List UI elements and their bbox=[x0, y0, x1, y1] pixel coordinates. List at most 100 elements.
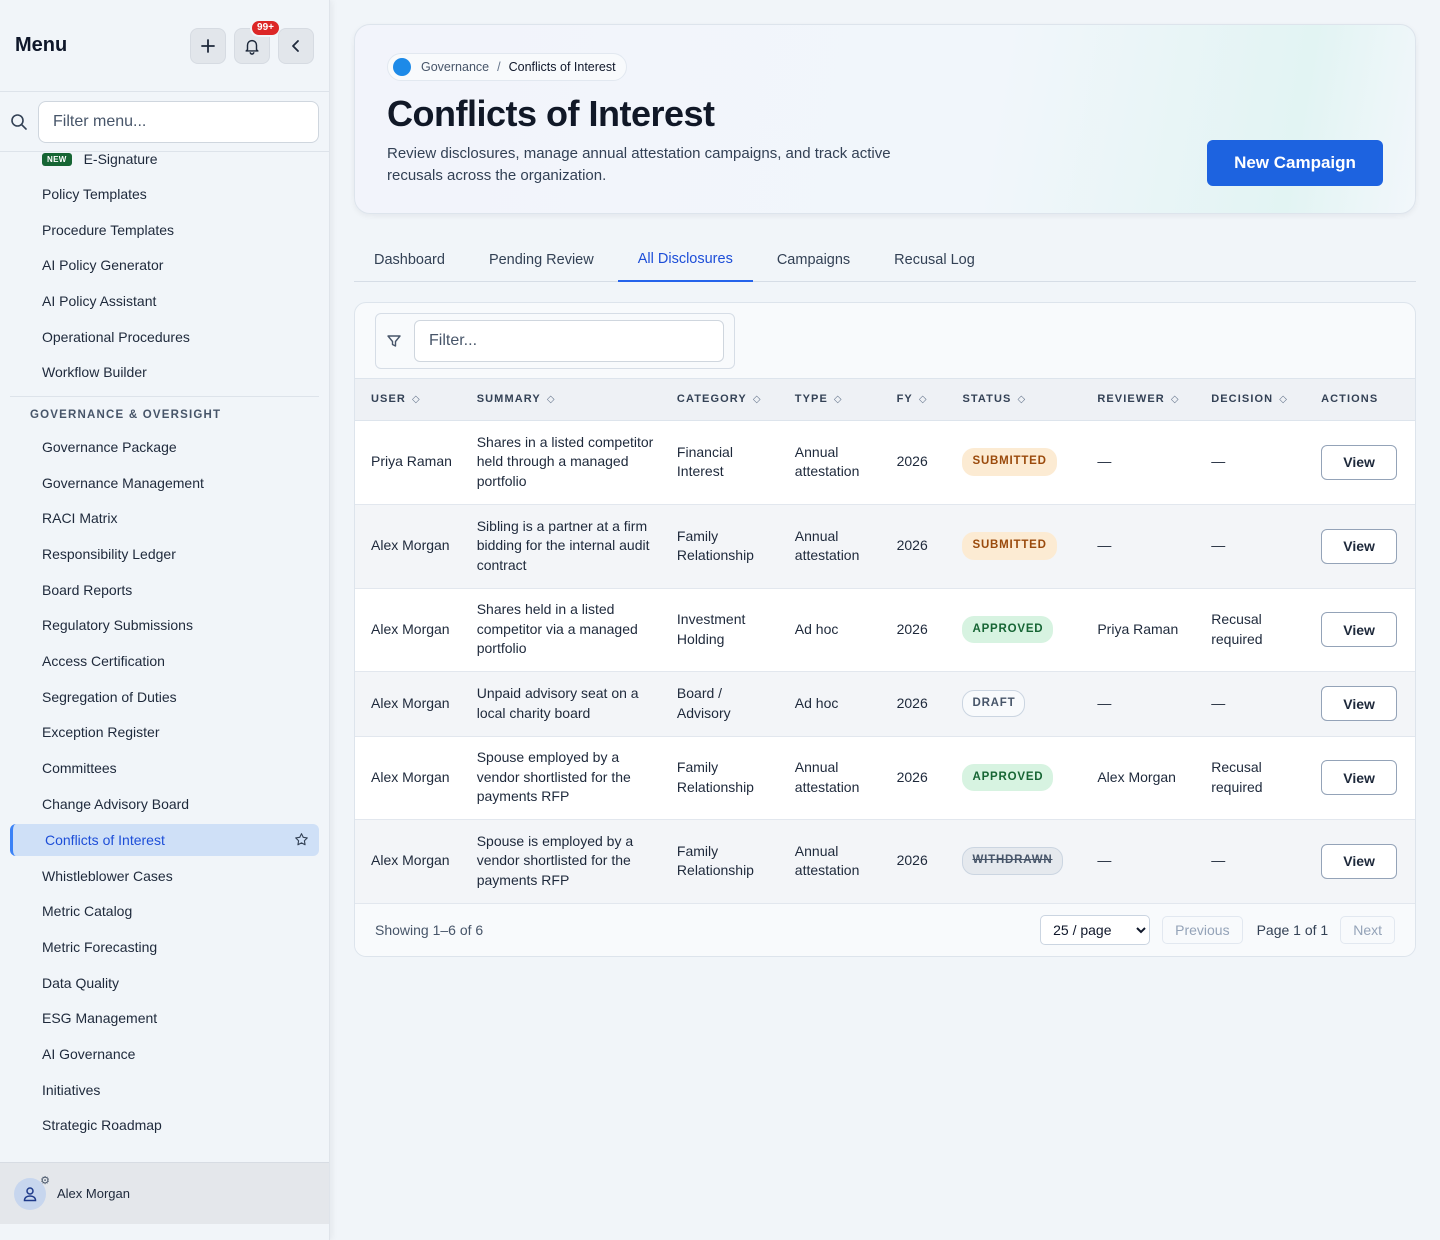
cell-type: Annual attestation bbox=[779, 819, 881, 903]
sort-icon[interactable]: ◇ bbox=[1279, 394, 1288, 406]
view-button[interactable]: View bbox=[1321, 760, 1398, 795]
view-button[interactable]: View bbox=[1321, 843, 1398, 879]
column-header-user[interactable]: USER ◇ bbox=[355, 379, 461, 421]
table-body: Priya Raman Shares in a listed competitor… bbox=[355, 420, 1415, 903]
sidebar-item-workflow-builder[interactable]: Workflow Builder bbox=[10, 354, 319, 390]
column-header-summary[interactable]: SUMMARY ◇ bbox=[460, 379, 661, 421]
cell-user: Alex Morgan bbox=[355, 819, 461, 903]
sidebar-user-footer[interactable]: ⚙ Alex Morgan bbox=[0, 1162, 329, 1224]
table-row: Alex Morgan Sibling is a partner at a fir… bbox=[355, 504, 1415, 588]
page-size-select[interactable]: 25 / page bbox=[1040, 914, 1151, 945]
sidebar-item-initiatives[interactable]: Initiatives bbox=[10, 1072, 319, 1108]
notifications-button[interactable]: 99+ bbox=[234, 18, 281, 64]
cell-type: Ad hoc bbox=[779, 588, 881, 671]
cell-reviewer-text: — bbox=[1097, 852, 1112, 869]
tab-campaigns[interactable]: Campaigns bbox=[776, 252, 851, 268]
sidebar-item-data-quality[interactable]: Data Quality bbox=[10, 965, 319, 1001]
sort-icon[interactable]: ◇ bbox=[1170, 394, 1180, 406]
previous-page-button[interactable]: Previous bbox=[1162, 915, 1243, 944]
sidebar-item-strategic-roadmap[interactable]: Strategic Roadmap bbox=[10, 1108, 319, 1144]
sidebar-item-board-reports[interactable]: Board Reports bbox=[10, 572, 319, 608]
sidebar-item-responsibility-ledger[interactable]: Responsibility Ledger bbox=[10, 536, 319, 572]
column-header-type[interactable]: TYPE ◇ bbox=[778, 379, 881, 421]
new-campaign-button[interactable]: New Campaign bbox=[1207, 140, 1383, 186]
sidebar-item-label: Committees bbox=[42, 760, 117, 777]
sidebar-item-procedure-templates[interactable]: Procedure Templates bbox=[10, 212, 319, 248]
column-header-reviewer[interactable]: REVIEWER ◇ bbox=[1081, 379, 1196, 421]
cell-user: Alex Morgan bbox=[355, 504, 461, 588]
cell-category-text: Financial Interest bbox=[676, 443, 733, 480]
sidebar-item-committees[interactable]: Committees bbox=[10, 750, 319, 786]
sort-icon[interactable]: ◇ bbox=[546, 394, 556, 406]
cell-reviewer-text: — bbox=[1097, 453, 1112, 470]
sidebar-item-change-advisory-board[interactable]: Change Advisory Board bbox=[10, 786, 319, 822]
sort-icon[interactable]: ◇ bbox=[411, 394, 421, 406]
status-badge: SUBMITTED bbox=[962, 532, 1057, 560]
cell-type-text: Annual attestation bbox=[794, 443, 860, 480]
view-button[interactable]: View bbox=[1321, 686, 1398, 721]
cell-category: Financial Interest bbox=[661, 420, 779, 504]
cell-reviewer: — bbox=[1081, 420, 1195, 504]
avatar[interactable]: ⚙ bbox=[14, 1175, 50, 1210]
cell-status: APPROVED bbox=[946, 588, 1081, 671]
sidebar-item-regulatory-submissions[interactable]: Regulatory Submissions bbox=[10, 608, 319, 644]
sidebar-item-ai-policy-assistant[interactable]: AI Policy Assistant bbox=[10, 283, 319, 319]
sort-icon[interactable]: ◇ bbox=[752, 394, 762, 406]
cell-decision-text: — bbox=[1211, 453, 1226, 470]
status-badge: DRAFT bbox=[962, 689, 1026, 718]
sort-icon[interactable]: ◇ bbox=[1017, 394, 1027, 406]
cell-summary: Spouse employed by a vendor shortlisted … bbox=[461, 736, 661, 819]
column-header-decision[interactable]: DECISION ◇ bbox=[1195, 379, 1306, 421]
sidebar-item-label: Governance Package bbox=[42, 438, 177, 455]
tab-all-disclosures[interactable]: All Disclosures bbox=[617, 238, 753, 282]
view-button[interactable]: View bbox=[1321, 444, 1398, 480]
sidebar-item-raci-matrix[interactable]: RACI Matrix bbox=[10, 501, 319, 537]
collapse-sidebar-button[interactable] bbox=[278, 27, 314, 64]
sidebar-item-metric-catalog[interactable]: Metric Catalog bbox=[10, 893, 319, 929]
sidebar-item-segregation-of-duties[interactable]: Segregation of Duties bbox=[10, 679, 319, 715]
sidebar-item-ai-policy-generator[interactable]: AI Policy Generator bbox=[10, 247, 319, 283]
next-page-button[interactable]: Next bbox=[1340, 915, 1395, 944]
view-button[interactable]: View bbox=[1321, 528, 1398, 564]
sidebar-item-policy-templates[interactable]: Policy Templates bbox=[10, 176, 319, 212]
sidebar-item-operational-procedures[interactable]: Operational Procedures bbox=[10, 319, 319, 355]
table-row: Alex Morgan Unpaid advisory seat on a loc… bbox=[355, 671, 1415, 736]
sidebar-item-ai-governance[interactable]: AI Governance bbox=[10, 1036, 319, 1072]
breadcrumb-parent[interactable]: Governance bbox=[421, 60, 490, 74]
tab-dashboard[interactable]: Dashboard bbox=[374, 252, 445, 268]
add-button[interactable] bbox=[190, 27, 226, 64]
column-header-category[interactable]: CATEGORY ◇ bbox=[660, 379, 779, 421]
cell-type: Annual attestation bbox=[779, 504, 881, 588]
column-header-status[interactable]: STATUS ◇ bbox=[946, 379, 1082, 421]
sort-icon[interactable]: ◇ bbox=[833, 394, 843, 406]
column-header-actions[interactable]: ACTIONS bbox=[1305, 379, 1415, 421]
sidebar-item-metric-forecasting[interactable]: Metric Forecasting bbox=[10, 929, 319, 965]
cell-type-text: Annual attestation bbox=[794, 527, 860, 564]
new-badge: NEW bbox=[42, 152, 72, 166]
sidebar-top-group: NEW E-Signature Policy Templates Procedure … bbox=[10, 152, 319, 390]
sidebar-item-esg-management[interactable]: ESG Management bbox=[10, 1000, 319, 1036]
tab-recusal-log[interactable]: Recusal Log bbox=[894, 252, 975, 268]
cell-fy: 2026 bbox=[881, 819, 947, 903]
sidebar-item-label: Workflow Builder bbox=[42, 364, 147, 381]
sidebar-item-e-signature[interactable]: NEW E-Signature bbox=[10, 152, 319, 167]
table-filter-input[interactable] bbox=[414, 320, 724, 362]
column-header-fy[interactable]: FY ◇ bbox=[880, 379, 947, 421]
notification-badge: 99+ bbox=[250, 18, 281, 37]
cell-reviewer: — bbox=[1081, 819, 1195, 903]
sidebar-item-exception-register[interactable]: Exception Register bbox=[10, 715, 319, 751]
star-icon[interactable] bbox=[294, 832, 309, 847]
cell-user-text: Alex Morgan bbox=[371, 537, 450, 554]
module-dot-icon bbox=[393, 58, 411, 76]
view-button[interactable]: View bbox=[1321, 612, 1398, 647]
chevron-left-icon bbox=[292, 39, 299, 52]
sidebar-item-whistleblower-cases[interactable]: Whistleblower Cases bbox=[10, 858, 319, 894]
sort-icon[interactable]: ◇ bbox=[918, 394, 928, 406]
pagination-bar: Showing 1–6 of 6 25 / page Previous Page… bbox=[355, 903, 1415, 956]
sidebar-item-governance-package[interactable]: Governance Package bbox=[10, 429, 319, 465]
tab-pending-review[interactable]: Pending Review bbox=[488, 252, 594, 268]
menu-filter-input[interactable] bbox=[38, 100, 319, 143]
sidebar-item-access-certification[interactable]: Access Certification bbox=[10, 643, 319, 679]
sidebar-item-governance-management[interactable]: Governance Management bbox=[10, 465, 319, 501]
sidebar-item-conflicts-of-interest[interactable]: Conflicts of Interest bbox=[10, 823, 319, 856]
